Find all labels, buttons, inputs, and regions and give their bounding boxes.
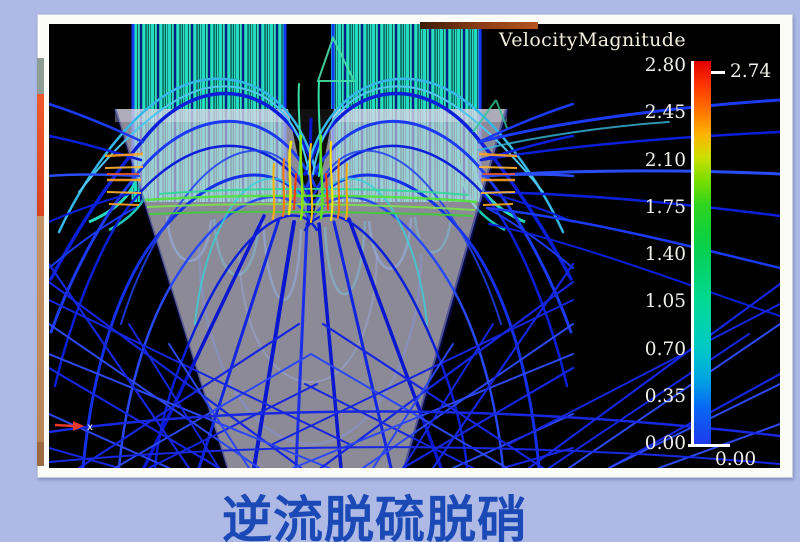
axis-x-label: x [87, 422, 93, 433]
tick-label: 1.40 [644, 244, 686, 265]
axis-triad: x [54, 421, 93, 433]
edge-sliver-tan [37, 216, 44, 442]
edge-sliver-top [420, 22, 538, 29]
streamline-plot: x [49, 24, 780, 468]
tick-label: 2.10 [644, 149, 686, 171]
tick-label: 2.45 [644, 102, 686, 124]
right-sweeps [477, 98, 780, 317]
slide-caption: 逆流脱硫脱硝 [222, 491, 528, 542]
colorbar-max-label: 2.74 [730, 61, 772, 82]
geometry-outline [316, 35, 508, 133]
edge-sliver-gray [37, 58, 44, 94]
tick-label: 1.75 [644, 196, 686, 218]
tick-label: 1.05 [644, 291, 686, 313]
impingement-band [144, 187, 478, 217]
tick-label: 0.70 [644, 338, 686, 360]
hot-core [272, 81, 349, 223]
legend-title: VelocityMagnitude [498, 29, 686, 51]
tick-label: 0.00 [644, 433, 686, 454]
tick-label: 2.80 [644, 55, 686, 76]
hot-hatch-left [104, 152, 144, 206]
colorbar-min-label: 0.00 [715, 449, 757, 468]
colorbar-base-tick [688, 444, 730, 447]
edge-sliver-red [37, 94, 44, 216]
cfd-viewport: x VelocityMagnitude 2.80 2.45 2.10 1.75 … [49, 24, 780, 468]
colorbar-gradient [691, 61, 711, 446]
colorbar-max-tick [711, 71, 725, 74]
image-frame: x VelocityMagnitude 2.80 2.45 2.10 1.75 … [37, 14, 793, 478]
tick-label: 0.35 [644, 385, 686, 407]
colorbar-tick-labels: 2.80 2.45 2.10 1.75 1.40 1.05 0.70 0.35 … [645, 56, 686, 454]
edge-sliver-brown [37, 442, 44, 466]
funnel-rays [142, 117, 443, 468]
